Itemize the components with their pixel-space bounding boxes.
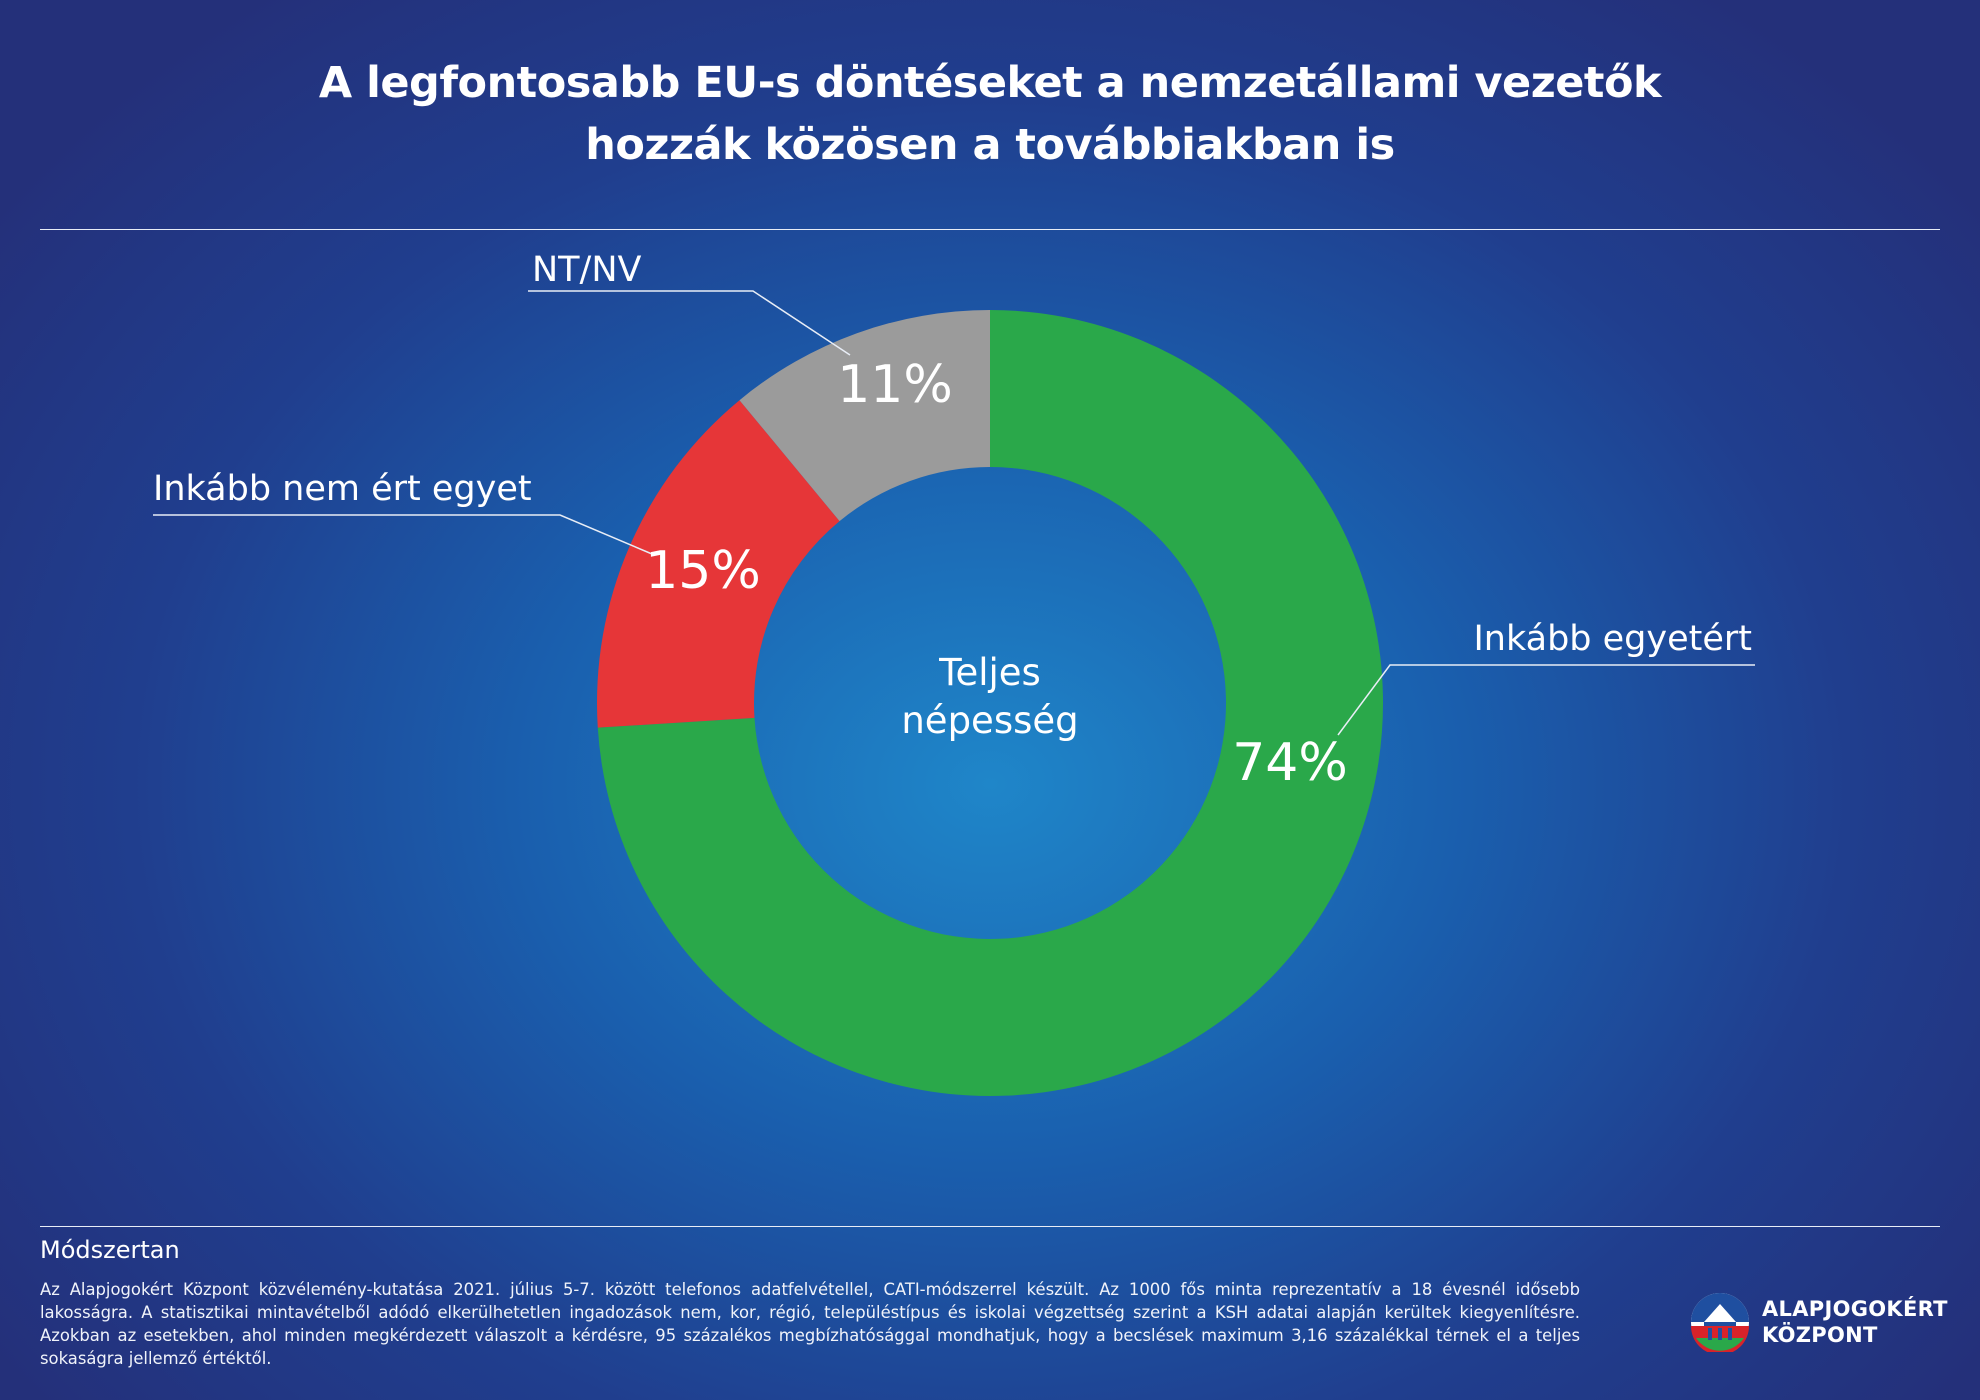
value-label-inkabb-nem-ert-egyet: 15%	[645, 541, 761, 601]
category-label-nt-nv: NT/NV	[532, 250, 642, 290]
top-divider	[40, 229, 1940, 230]
leader-line-inkabb-egyetert	[1337, 664, 1755, 736]
logo-mark-icon	[1691, 1293, 1749, 1352]
slice-nt-nv	[739, 310, 990, 522]
organization-logo: ALAPJOGOKÉRT KÖZPONT	[1690, 1292, 1950, 1352]
leader-line-nt-nv	[528, 290, 851, 356]
methodology-heading: Módszertan	[40, 1236, 180, 1264]
logo-line-2: KÖZPONT	[1762, 1323, 1878, 1347]
chart-slices	[597, 310, 1383, 1096]
value-label-inkabb-egyetert: 74%	[1232, 733, 1348, 793]
bottom-divider	[40, 1226, 1940, 1227]
title-line-2: hozzák közösen a továbbiakban is	[585, 120, 1395, 170]
center-label-line-2: népesség	[901, 699, 1078, 742]
center-label-line-1: Teljes	[938, 651, 1041, 694]
logo-line-1: ALAPJOGOKÉRT	[1762, 1297, 1948, 1321]
leader-line-inkabb-nem-ert-egyet	[153, 514, 653, 555]
slice-inkabb-egyetert	[597, 310, 1383, 1096]
value-label-nt-nv: 11%	[837, 355, 953, 415]
chart-title: A legfontosabb EU-s döntéseket a nemzetá…	[0, 52, 1980, 176]
chart-labels: 74% 15% 11% Inkább egyetért Inkább nem ért e…	[153, 250, 1752, 793]
logo-text: ALAPJOGOKÉRT KÖZPONT	[1762, 1296, 1948, 1348]
slice-inkabb-nem-ert-egyet	[597, 400, 840, 728]
chart-leader-lines	[153, 290, 1755, 736]
methodology-text: Az Alapjogokért Központ közvélemény-kuta…	[40, 1280, 1580, 1368]
category-label-inkabb-nem-ert-egyet: Inkább nem ért egyet	[153, 469, 532, 509]
donut-chart: 74% 15% 11% Inkább egyetért Inkább nem ért e…	[153, 250, 1755, 1096]
title-line-1: A legfontosabb EU-s döntéseket a nemzetá…	[318, 58, 1662, 108]
category-label-inkabb-egyetert: Inkább egyetért	[1473, 619, 1752, 659]
